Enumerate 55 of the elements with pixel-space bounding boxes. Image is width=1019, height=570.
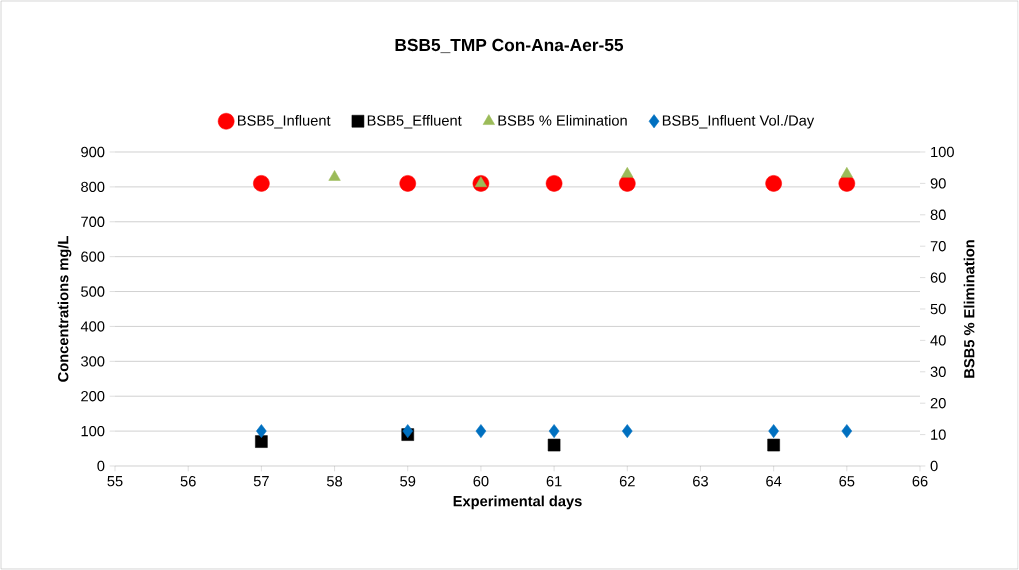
point	[765, 175, 782, 192]
legend-label: BSB5_Influent	[238, 114, 331, 129]
y2-tick-label: 60	[930, 272, 946, 283]
legend-label: BSB5_Influent Vol./Day	[662, 114, 815, 129]
y-tick-label: 500	[81, 286, 105, 297]
y-tick-label: 400	[80, 321, 105, 332]
point	[256, 424, 267, 439]
point	[255, 435, 268, 448]
y-tick-label: 800	[81, 181, 105, 193]
y-axis-title: Concentrations mg/L	[57, 236, 72, 382]
y2-tick-label: 20	[930, 398, 946, 409]
y-tick-label: 0	[97, 460, 105, 472]
y2-tick-label: 30	[930, 366, 946, 377]
y2-tick-label: 10	[931, 429, 946, 440]
point	[768, 424, 779, 439]
x-axis-title: Experimental days	[453, 495, 582, 510]
y-tick-label: 200	[81, 391, 105, 402]
x-tick-label: 61	[546, 476, 562, 487]
point	[548, 424, 560, 439]
x-tick-label: 56	[180, 476, 196, 487]
y2-axis-title: BSB5 % Elimination	[963, 240, 975, 378]
legend-label: BSB5 % Elimination	[498, 114, 627, 126]
y2-tick-label: 90	[930, 178, 946, 189]
x-tick-label: 66	[912, 476, 928, 487]
y-tick-label: 900	[81, 146, 105, 158]
y-tick-label: 600	[81, 251, 105, 262]
point	[545, 175, 563, 192]
y-tick-label: 100	[81, 425, 105, 437]
y-tick-label: 700	[81, 216, 105, 227]
y2-tick-label: 0	[930, 460, 938, 472]
point	[402, 424, 413, 439]
x-tick-label: 64	[766, 476, 782, 487]
point	[622, 424, 633, 439]
point	[475, 424, 487, 439]
y2-tick-label: 50	[930, 303, 946, 315]
x-tick-label: 62	[619, 476, 635, 487]
x-tick-label: 57	[253, 476, 269, 487]
x-tick-label: 60	[473, 476, 489, 487]
point	[841, 424, 853, 439]
x-tick-label: 55	[107, 476, 123, 487]
point	[767, 438, 780, 452]
legend-label: BSB5_Effluent	[367, 114, 462, 129]
y2-tick-label: 80	[930, 209, 946, 220]
y2-tick-label: 70	[930, 241, 946, 252]
y2-tick-label: 40	[930, 335, 946, 346]
x-tick-label: 59	[400, 476, 416, 487]
x-tick-label: 63	[693, 476, 708, 487]
point	[547, 438, 561, 452]
chart-title: BSB5_TMP Con-Ana-Aer-55	[395, 38, 624, 54]
y2-tick-label: 100	[931, 146, 954, 158]
point	[399, 175, 417, 192]
point	[253, 175, 270, 192]
x-tick-label: 65	[839, 476, 855, 487]
y-tick-label: 300	[81, 356, 105, 367]
x-tick-label: 58	[326, 476, 343, 487]
